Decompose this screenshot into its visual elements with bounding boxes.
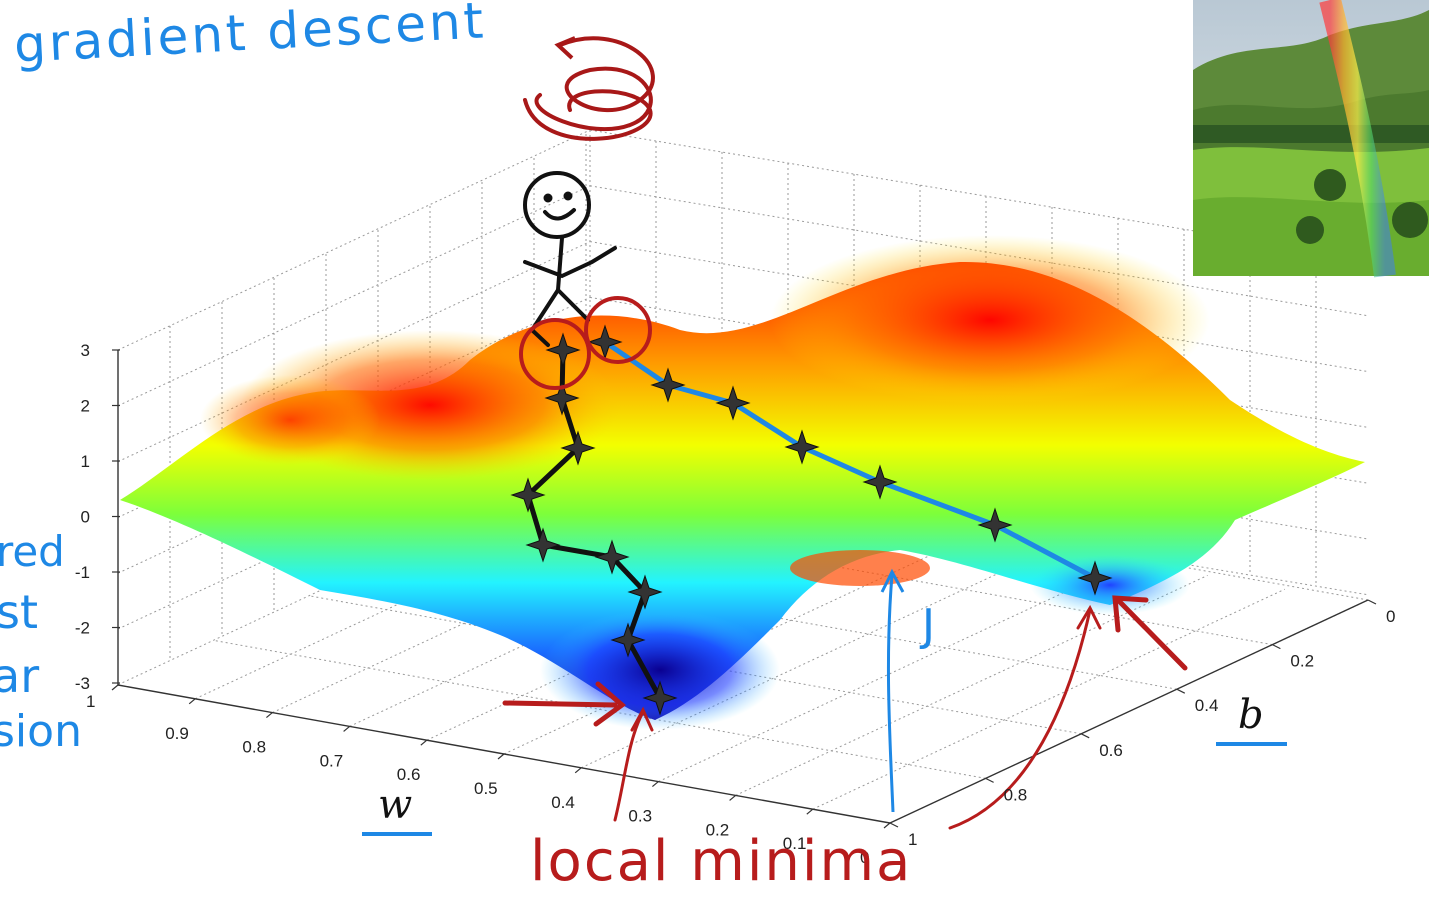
y-tick-label: 1 xyxy=(908,830,917,849)
z-tick-label: -1 xyxy=(75,563,90,582)
dizzy-arrowhead xyxy=(554,36,576,60)
x-tick-label: 0.4 xyxy=(551,793,575,812)
x-tick-mark xyxy=(497,753,505,760)
j-arrow xyxy=(880,568,905,813)
y-tick-mark xyxy=(1272,644,1281,650)
black-path-step-marker xyxy=(610,622,646,658)
x-tick-label: 0 xyxy=(860,848,869,867)
black-path-step-marker xyxy=(560,430,596,466)
x-tick-mark xyxy=(266,712,273,719)
x-tick-mark xyxy=(574,767,582,774)
x-tick-mark xyxy=(729,794,736,801)
x-tick-mark xyxy=(806,808,814,815)
minima-arrows xyxy=(502,595,1188,830)
j-label: J xyxy=(919,600,935,651)
blue-path-step-marker xyxy=(977,507,1013,543)
y-axis-ticks: 0 0.2 0.4 0.6 0.8 1 xyxy=(889,599,1395,849)
y-tick-label: 0.6 xyxy=(1099,741,1123,760)
z-tick-label: -2 xyxy=(75,619,90,638)
blue-path-step-marker xyxy=(784,429,820,465)
black-path-step-marker xyxy=(545,332,581,368)
x-tick-label: 0.5 xyxy=(474,779,498,798)
x-tick-mark xyxy=(111,684,119,691)
dizzy-scribble xyxy=(523,36,655,141)
x-axis-label: w xyxy=(378,782,412,828)
left-fragment-1: red xyxy=(0,527,65,576)
descent-paths xyxy=(510,324,1113,716)
y-tick-label: 0.8 xyxy=(1004,785,1028,804)
x-tick-label: 0.1 xyxy=(783,834,807,853)
x-tick-label: 0.8 xyxy=(242,738,266,757)
x-tick-mark xyxy=(343,725,350,732)
landscape-photo-inset xyxy=(1193,0,1429,278)
title-annotation: gradient descent xyxy=(13,0,488,74)
figure-head xyxy=(523,171,591,239)
z-tick-label: 3 xyxy=(81,341,90,360)
x-tick-label: 0.2 xyxy=(706,820,730,839)
blue-path-step-marker xyxy=(1077,560,1113,596)
x-tick-mark xyxy=(652,781,659,788)
black-path-step-marker xyxy=(525,527,561,563)
x-tick-label: 0.3 xyxy=(628,807,652,826)
local-minima-label: local minima xyxy=(530,829,912,894)
start-circles xyxy=(519,296,652,390)
y-tick-mark xyxy=(889,822,899,828)
x-tick-label: 0.7 xyxy=(320,751,344,770)
cost-surface xyxy=(120,235,1365,730)
x-tick-mark xyxy=(420,739,428,746)
black-path-step-marker xyxy=(594,539,630,575)
y-tick-label: 0 xyxy=(1386,607,1395,626)
black-path-step-marker xyxy=(627,574,663,610)
z-tick-label: 0 xyxy=(81,508,90,527)
black-path-step-marker xyxy=(642,680,678,716)
y-tick-mark xyxy=(985,777,994,783)
x-tick-label: 1 xyxy=(86,692,95,711)
blue-path-step-marker xyxy=(715,385,751,421)
black-path-step-marker xyxy=(510,477,546,513)
x-tick-mark xyxy=(883,822,891,829)
x-tick-mark xyxy=(188,698,196,705)
z-tick-label: 2 xyxy=(81,397,90,416)
blue-path-step-marker xyxy=(650,367,686,403)
z-tick-label: -3 xyxy=(75,674,90,693)
y-tick-label: 0.4 xyxy=(1195,696,1219,715)
x-tick-label: 0.9 xyxy=(165,724,189,743)
x-tick-label: 0.6 xyxy=(397,765,421,784)
left-fragments: red st ar sion xyxy=(0,527,82,757)
y-axis-label: b xyxy=(1238,692,1264,738)
y-tick-label: 0.2 xyxy=(1290,652,1314,671)
y-tick-mark xyxy=(1367,599,1377,605)
z-tick-label: 1 xyxy=(81,452,90,471)
left-fragment-2: st xyxy=(0,585,38,639)
y-tick-mark xyxy=(1176,688,1186,694)
z-axis-ticks: 3 2 1 0 -1 -2 -3 xyxy=(75,341,120,693)
black-path-step-marker xyxy=(544,380,580,416)
x-axis-ticks: 1 0.9 0.8 0.7 0.6 0.5 0.4 0.3 0.2 0.1 0 xyxy=(86,684,891,867)
blue-path-step-marker xyxy=(862,464,898,500)
y-tick-mark xyxy=(1080,733,1090,739)
left-fragment-3: ar xyxy=(0,649,39,703)
left-fragment-4: sion xyxy=(0,706,82,757)
